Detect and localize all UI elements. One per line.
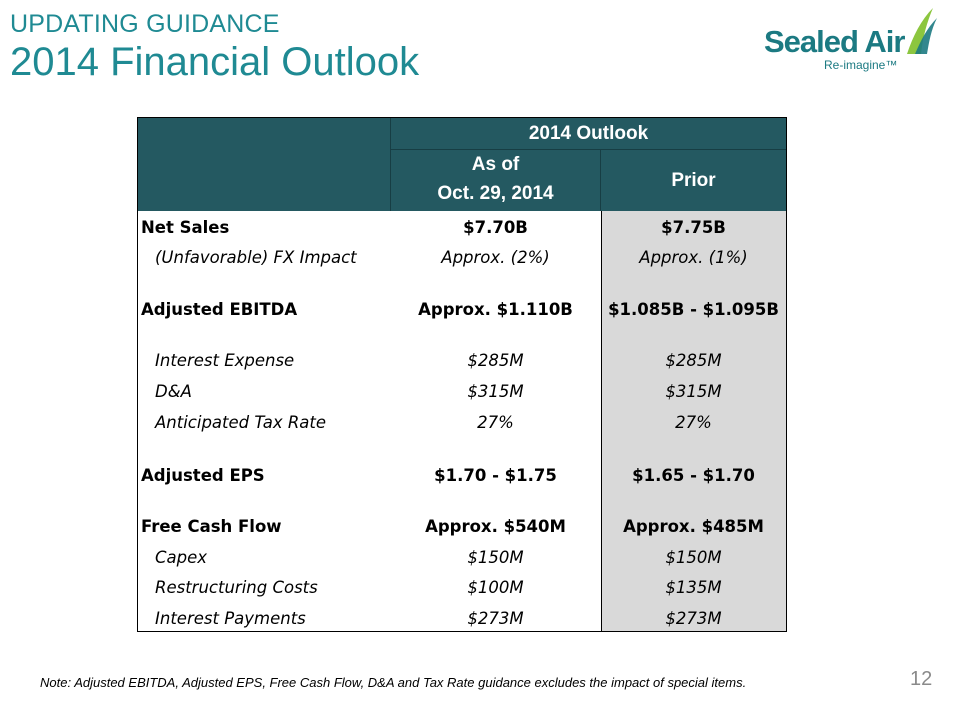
table-row-net-sales: Net Sales $7.70B $7.75B — [138, 213, 786, 243]
page-title: 2014 Financial Outlook — [10, 40, 420, 84]
row-asof-value: $315M — [467, 382, 524, 401]
row-label: (Unfavorable) FX Impact — [155, 248, 357, 267]
row-label: Free Cash Flow — [141, 517, 282, 536]
row-prior-value: $7.75B — [661, 218, 726, 237]
row-label: Interest Expense — [155, 351, 295, 370]
row-label: Interest Payments — [155, 609, 306, 628]
header-as-of: As of Oct. 29, 2014 — [390, 150, 601, 211]
logo-tagline: Re-imagine™ — [824, 58, 898, 72]
logo-wordmark: Sealed Air — [764, 24, 905, 59]
row-label: Adjusted EPS — [141, 466, 265, 485]
row-prior-value: 27% — [675, 413, 712, 432]
table-row-adjusted-eps: Adjusted EPS $1.70 - $1.75 $1.65 - $1.70 — [138, 461, 786, 491]
header-as-of-line2: Oct. 29, 2014 — [437, 183, 554, 204]
row-asof-value: Approx. $540M — [425, 517, 566, 536]
row-prior-value: $1.085B - $1.095B — [608, 300, 779, 319]
row-asof-value: $285M — [467, 351, 524, 370]
row-prior-value: $150M — [665, 548, 722, 567]
table-row-fx-impact: (Unfavorable) FX Impact Approx. (2%) App… — [138, 243, 786, 273]
table-row-interest-payments: Interest Payments $273M $273M — [138, 604, 786, 634]
row-asof-value: $1.70 - $1.75 — [434, 466, 557, 485]
row-prior-value: $1.65 - $1.70 — [632, 466, 755, 485]
header-2014-outlook: 2014 Outlook — [390, 118, 786, 150]
row-asof-value: 27% — [477, 413, 514, 432]
table-row-free-cash-flow: Free Cash Flow Approx. $540M Approx. $48… — [138, 512, 786, 542]
table-row-interest-expense: Interest Expense $285M $285M — [138, 346, 786, 376]
row-label: Anticipated Tax Rate — [155, 413, 327, 432]
row-label: Adjusted EBITDA — [141, 300, 298, 319]
table-row-tax-rate: Anticipated Tax Rate 27% 27% — [138, 408, 786, 438]
row-prior-value: $135M — [665, 578, 722, 597]
footnote: Note: Adjusted EBITDA, Adjusted EPS, Fre… — [40, 675, 747, 690]
row-prior-value: Approx. $485M — [623, 517, 764, 536]
header-as-of-line1: As of — [471, 154, 520, 175]
table-row-restructuring-costs: Restructuring Costs $100M $135M — [138, 573, 786, 603]
outlook-table: 2014 Outlook As of Oct. 29, 2014 Prior N… — [137, 117, 787, 632]
row-prior-value: $273M — [665, 609, 722, 628]
row-prior-value: Approx. (1%) — [639, 248, 748, 267]
logo-swoosh-icon — [907, 8, 937, 54]
company-logo: Sealed Air Re-imagine™ — [760, 6, 940, 72]
row-prior-value: $285M — [665, 351, 722, 370]
table-row-adjusted-ebitda: Adjusted EBITDA Approx. $1.110B $1.085B … — [138, 295, 786, 325]
section-kicker: UPDATING GUIDANCE — [10, 10, 280, 38]
row-asof-value: Approx. $1.110B — [418, 300, 573, 319]
row-prior-value: $315M — [665, 382, 722, 401]
page-number: 12 — [910, 668, 933, 690]
table-header: 2014 Outlook As of Oct. 29, 2014 Prior — [138, 118, 786, 211]
row-asof-value: $150M — [467, 548, 524, 567]
row-label: Capex — [155, 548, 208, 567]
prior-column-background — [601, 211, 786, 631]
table-row-capex: Capex $150M $150M — [138, 543, 786, 573]
row-label: Net Sales — [141, 218, 230, 237]
table-row-d-and-a: D&A $315M $315M — [138, 377, 786, 407]
row-asof-value: Approx. (2%) — [441, 248, 550, 267]
row-asof-value: $7.70B — [463, 218, 528, 237]
row-label: Restructuring Costs — [155, 578, 318, 597]
row-asof-value: $273M — [467, 609, 524, 628]
header-prior: Prior — [671, 169, 716, 191]
row-asof-value: $100M — [467, 578, 524, 597]
row-label: D&A — [155, 382, 192, 401]
